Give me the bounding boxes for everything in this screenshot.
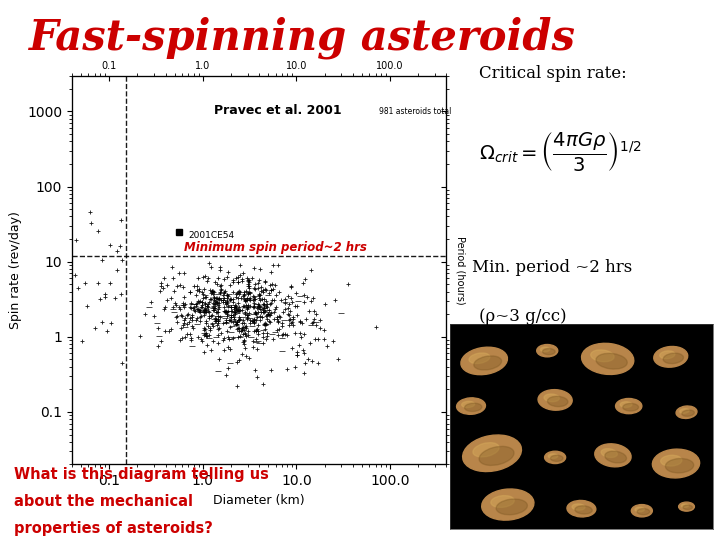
Ellipse shape [575,506,593,514]
Ellipse shape [596,353,627,369]
Ellipse shape [462,401,474,408]
Ellipse shape [601,449,617,457]
Text: properties of asteroids?: properties of asteroids? [14,521,213,536]
Ellipse shape [496,499,527,515]
Ellipse shape [469,353,490,363]
Ellipse shape [590,350,614,362]
Ellipse shape [661,455,682,466]
Ellipse shape [663,353,683,363]
Ellipse shape [541,347,550,352]
Ellipse shape [463,435,521,471]
Ellipse shape [582,343,634,374]
Ellipse shape [635,507,644,512]
Text: 981 asteroids total: 981 asteroids total [379,107,451,117]
Ellipse shape [631,504,652,517]
Text: Minimum spin period~2 hrs: Minimum spin period~2 hrs [184,240,367,254]
Ellipse shape [679,502,694,511]
Text: Fast-spinning asteroids: Fast-spinning asteroids [29,16,576,59]
Ellipse shape [681,504,688,508]
Ellipse shape [637,509,649,515]
Ellipse shape [567,501,596,517]
Ellipse shape [652,449,700,478]
Ellipse shape [620,402,632,407]
Ellipse shape [547,396,568,407]
Ellipse shape [660,351,675,359]
Ellipse shape [572,504,585,510]
Ellipse shape [623,403,639,411]
Ellipse shape [595,444,631,467]
Ellipse shape [544,451,566,463]
Ellipse shape [473,443,499,457]
Ellipse shape [676,406,697,418]
Text: about the mechanical: about the mechanical [14,494,194,509]
Ellipse shape [482,489,534,520]
Ellipse shape [682,410,694,416]
Ellipse shape [456,398,485,414]
Text: What is this diagram telling us: What is this diagram telling us [14,467,269,482]
Ellipse shape [654,347,688,367]
Ellipse shape [665,458,693,473]
Text: $\Omega_{crit} = \left(\dfrac{4\pi G\rho}{3}\right)^{1/2}$: $\Omega_{crit} = \left(\dfrac{4\pi G\rho… [479,130,642,173]
Ellipse shape [464,403,482,411]
Y-axis label: Spin rate (rev/day): Spin rate (rev/day) [9,211,22,329]
Ellipse shape [479,447,514,465]
X-axis label: Diameter (km): Diameter (km) [213,494,305,507]
Ellipse shape [536,345,558,357]
Ellipse shape [616,399,642,414]
Ellipse shape [683,505,693,510]
Ellipse shape [544,394,559,402]
Ellipse shape [680,409,689,413]
Text: (ρ~3 g/cc): (ρ~3 g/cc) [479,308,567,325]
Text: Pravec et al. 2001: Pravec et al. 2001 [215,104,342,118]
Ellipse shape [491,496,514,508]
Ellipse shape [549,454,558,458]
Ellipse shape [538,390,572,410]
Y-axis label: Period (hours): Period (hours) [455,235,465,305]
Ellipse shape [542,348,555,355]
Ellipse shape [605,451,626,463]
Ellipse shape [461,347,508,375]
Text: Min. period ~2 hrs: Min. period ~2 hrs [472,259,632,276]
Ellipse shape [474,356,502,370]
Text: Critical spin rate:: Critical spin rate: [479,65,626,82]
Text: 2001CE54: 2001CE54 [189,232,235,240]
Ellipse shape [550,455,563,461]
